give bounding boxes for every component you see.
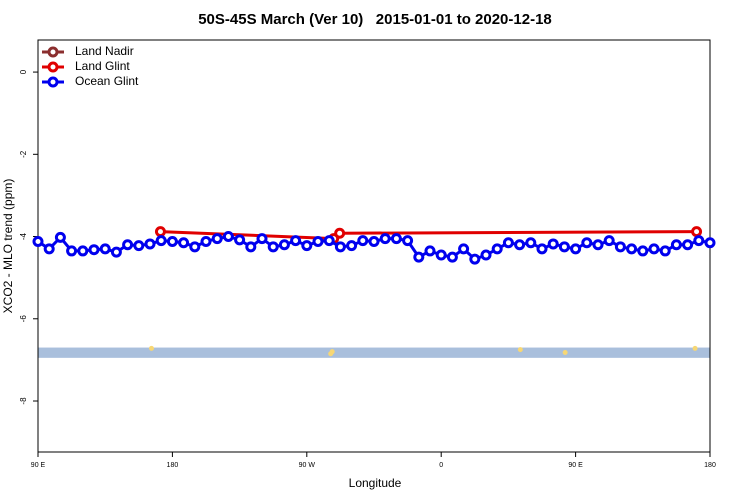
point [133,240,145,252]
point [334,227,346,239]
point [424,245,436,257]
point [514,239,526,251]
point [693,235,705,247]
point [402,235,414,247]
point [99,243,111,255]
legend-marker [47,46,59,58]
point [682,239,694,251]
point [77,245,89,257]
y-tick-label: -4 [19,232,28,240]
point [626,243,638,255]
x-tick-label: 180 [704,462,716,469]
point [357,235,369,247]
band [38,347,710,358]
point [234,234,246,246]
point [346,240,358,252]
x-axis-label: Longitude [349,476,402,490]
point [222,231,234,243]
y-tick-label: -2 [19,150,28,158]
chart-title: 50S-45S March (Ver 10) 2015-01-01 to 202… [198,11,552,28]
point [379,233,391,245]
legend-label: Land Glint [75,59,130,73]
point [469,253,481,265]
point [581,237,593,249]
point [155,235,167,247]
point [122,239,134,251]
point [189,241,201,253]
x-tick-label: 180 [167,462,179,469]
y-tick-label: -8 [19,397,28,405]
point [66,245,78,257]
marker [329,349,335,355]
point [43,243,55,255]
point [144,238,156,250]
legend-label: Ocean Glint [75,74,139,88]
point [659,245,671,257]
point [670,239,682,251]
x-tick-label: 90 E [31,462,46,469]
point [110,246,122,258]
point [267,241,279,253]
y-axis-label: XCO2 - MLO trend (ppm) [1,179,15,314]
legend-marker [47,76,59,88]
legend-label: Land Nadir [75,44,134,58]
point [200,235,212,247]
y-tick-label: -6 [19,315,28,323]
marker [562,349,568,355]
point [54,231,66,243]
x-tick-label: 0 [439,462,443,469]
point [413,251,425,263]
marker [148,345,154,351]
point [614,241,626,253]
point [32,235,44,247]
marker [517,347,523,353]
point [603,235,615,247]
point [570,243,582,255]
point [368,235,380,247]
point [536,243,548,255]
point [154,226,166,238]
point [323,235,335,247]
marker [692,345,698,351]
point [312,235,324,247]
point [558,241,570,253]
point [704,237,716,249]
point [256,233,268,245]
point [435,249,447,261]
point [502,237,514,249]
point [592,239,604,251]
y-tick-label: 0 [19,69,28,74]
point [525,237,537,249]
x-tick-label: 90 W [299,462,316,469]
point [480,249,492,261]
point [446,251,458,263]
point [390,233,402,245]
point [334,241,346,253]
point [648,243,660,255]
legend-marker [47,61,59,73]
point [458,243,470,255]
point [637,245,649,257]
point [88,244,100,256]
point [278,239,290,251]
point [178,237,190,249]
point [547,238,559,250]
point [290,235,302,247]
point [211,233,223,245]
point [245,241,257,253]
point [301,240,313,252]
point [491,243,503,255]
x-tick-label: 90 E [568,462,583,469]
point [691,226,703,238]
point [166,235,178,247]
